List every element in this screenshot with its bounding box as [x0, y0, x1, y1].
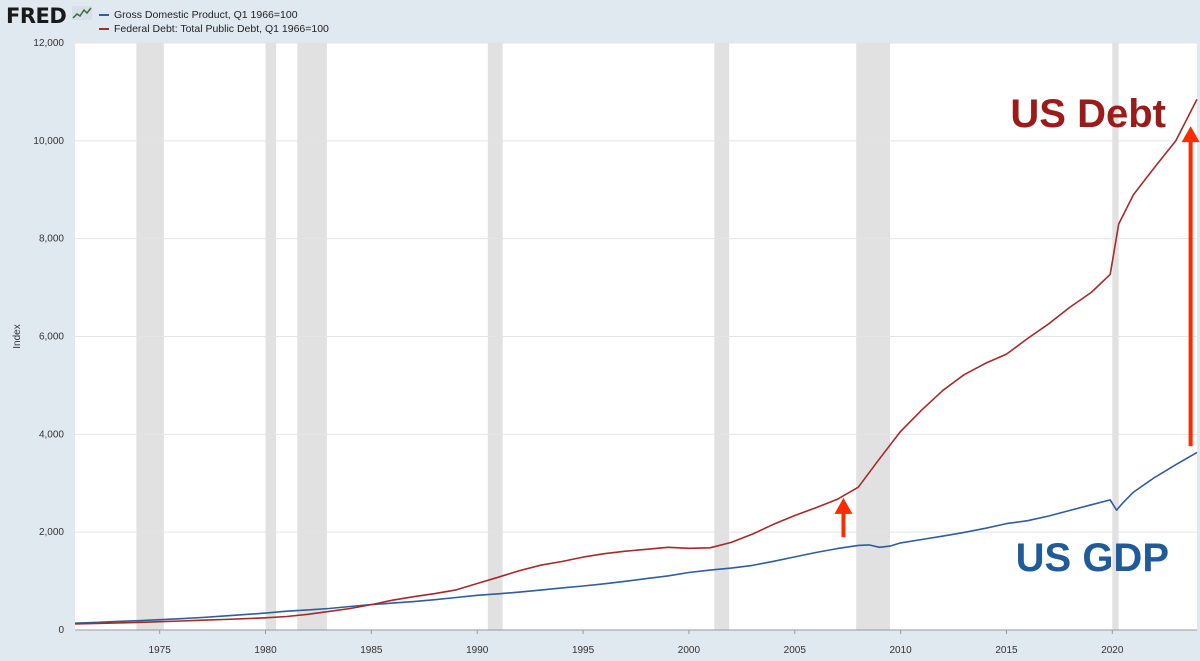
- x-tick-label: 1975: [149, 645, 172, 656]
- x-tick-label: 2015: [995, 645, 1018, 656]
- fred-logo-chart-icon: [72, 6, 92, 20]
- x-tick-label: 2010: [889, 645, 912, 656]
- legend-label-gdp: Gross Domestic Product, Q1 1966=100: [114, 9, 298, 21]
- y-axis-label: Index: [12, 324, 23, 348]
- y-tick-label: 12,000: [33, 38, 64, 49]
- series-line-gdp: [74, 451, 1198, 624]
- x-tick-label: 2020: [1101, 645, 1124, 656]
- x-tick-label: 1990: [466, 645, 489, 656]
- legend: Gross Domestic Product, Q1 1966=100 Fede…: [99, 8, 329, 36]
- annotation-arrow-2007-head: [834, 497, 853, 514]
- series-line-debt: [74, 98, 1198, 625]
- y-tick-label: 4,000: [39, 429, 64, 440]
- legend-swatch-debt: [99, 28, 109, 30]
- annotation-us-gdp: US GDP: [1016, 536, 1169, 580]
- x-tick-label: 1985: [360, 645, 383, 656]
- legend-item-gdp: Gross Domestic Product, Q1 1966=100: [99, 8, 329, 22]
- x-tick-label: 2000: [678, 645, 701, 656]
- annotation-us-debt: US Debt: [1010, 92, 1166, 136]
- x-tick-label: 1980: [254, 645, 277, 656]
- legend-label-debt: Federal Debt: Total Public Debt, Q1 1966…: [114, 23, 329, 35]
- fred-logo: FRED: [6, 4, 67, 28]
- x-tick-label: 1995: [572, 645, 595, 656]
- legend-item-debt: Federal Debt: Total Public Debt, Q1 1966…: [99, 22, 329, 36]
- y-tick-label: 2,000: [39, 527, 64, 538]
- y-tick-label: 6,000: [39, 332, 64, 343]
- y-tick-label: 0: [58, 625, 64, 636]
- annotation-arrow-2023-head: [1181, 126, 1200, 143]
- legend-swatch-gdp: [99, 14, 109, 16]
- y-tick-label: 8,000: [39, 234, 64, 245]
- y-tick-label: 10,000: [33, 136, 64, 147]
- x-tick-label: 2005: [784, 645, 807, 656]
